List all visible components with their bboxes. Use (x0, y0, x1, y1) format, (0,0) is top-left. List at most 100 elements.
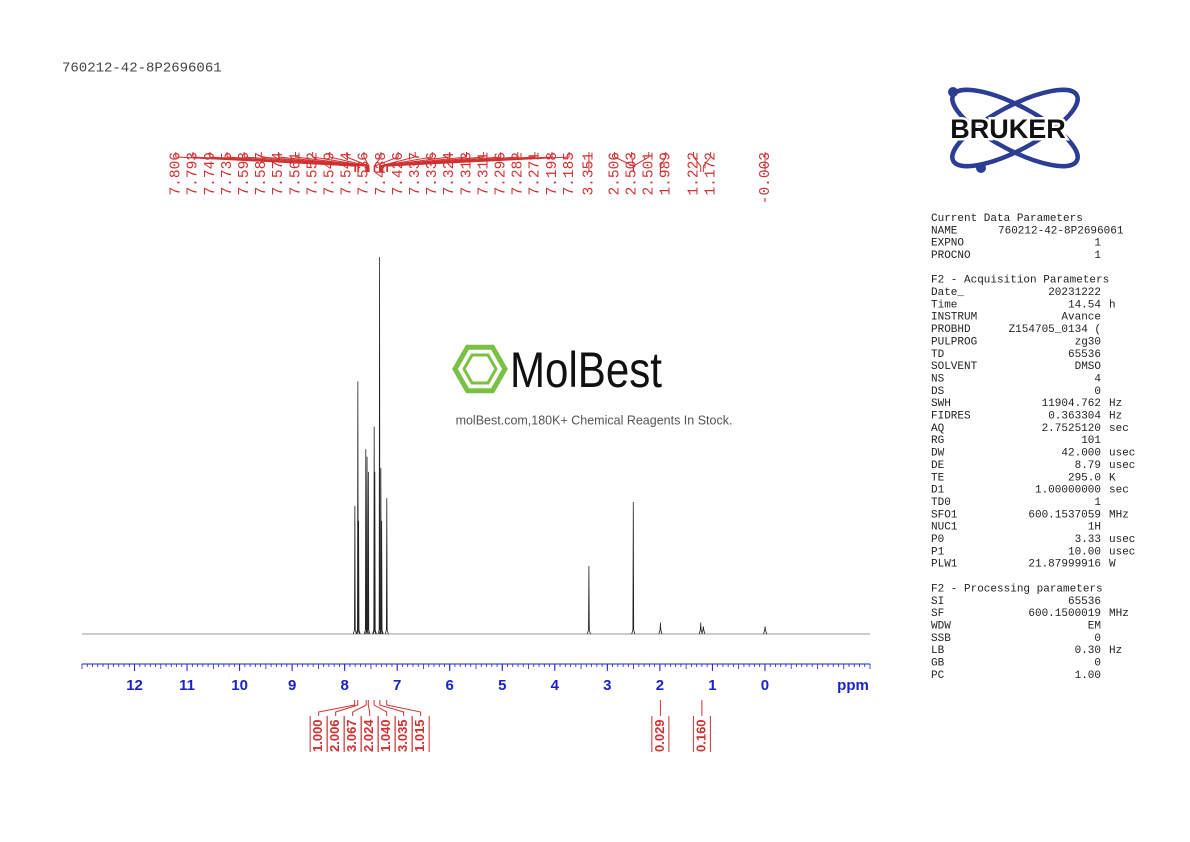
param-unit: usec (1109, 534, 1135, 546)
integral-label: 3.067 (344, 719, 359, 752)
param-unit: Hz (1109, 645, 1122, 657)
integral-label: 0.029 (652, 719, 667, 752)
param-name: NUC1 (931, 522, 958, 534)
spectrum-peak (372, 471, 377, 635)
peak-label: 7.587 (254, 152, 270, 196)
spectrum-peak (355, 381, 360, 635)
param-unit: sec (1109, 423, 1129, 435)
peak-label: 7.544 (340, 152, 356, 196)
x-tick-label: 0 (761, 677, 769, 694)
param-value: 0 (1094, 658, 1101, 670)
param-name: NAME (931, 225, 958, 237)
param-name: FIDRES (931, 411, 971, 423)
param-name: SFO1 (931, 509, 958, 521)
integral-bracket (651, 700, 670, 752)
x-tick-label: 2 (656, 677, 664, 694)
integral-label: 2.024 (361, 719, 376, 752)
x-tick-label: 12 (126, 677, 143, 694)
param-value: 0 (1094, 633, 1101, 645)
x-tick-label: 6 (446, 677, 454, 694)
peak-label: 1.172 (703, 152, 719, 196)
param-unit: sec (1109, 485, 1129, 497)
peak-connector (192, 152, 357, 172)
peak-connector (633, 152, 650, 172)
peak-label: 7.438 (374, 152, 390, 196)
param-value: 295.0 (1068, 472, 1101, 484)
param-name: DS (931, 386, 945, 398)
peak-label: 7.282 (511, 152, 527, 196)
param-value: DMSO (1075, 361, 1102, 373)
param-value: 0 (1094, 386, 1101, 398)
watermark-caption: molBest.com,180K+ Chemical Reagents In S… (456, 413, 733, 427)
param-unit: usec (1109, 546, 1135, 558)
integral-bracket (386, 700, 430, 752)
peak-label: 7.549 (323, 152, 339, 196)
integral-bracket (692, 700, 711, 752)
x-tick-label: 1 (708, 677, 716, 694)
peak-connector (373, 152, 382, 172)
param-value: EM (1088, 620, 1101, 632)
param-value: 101 (1081, 435, 1101, 447)
peak-label: 1.989 (659, 152, 675, 196)
peak-connector (381, 152, 519, 172)
param-name: PROCNO (931, 250, 971, 262)
peak-label: 7.552 (305, 152, 321, 196)
logo-dot (948, 87, 958, 97)
spectrum-peak (378, 468, 383, 635)
param-name: TD (931, 349, 945, 361)
integral-label: 2.006 (327, 719, 342, 752)
peak-connector (363, 152, 370, 172)
param-name: Time (931, 299, 957, 311)
x-tick-label: 8 (340, 677, 348, 694)
param-section-title: Current Data Parameters (931, 213, 1083, 225)
param-name: WDW (931, 620, 951, 632)
param-value: zg30 (1075, 336, 1101, 348)
peak-connector (380, 152, 485, 172)
param-value: 20231222 (1048, 287, 1101, 299)
watermark: MolBest molBest.com,180K+ Chemical Reage… (452, 342, 733, 427)
integral-label: 1.000 (310, 719, 325, 752)
peak-connector (693, 152, 702, 172)
param-unit: MHz (1109, 509, 1129, 521)
peak-label: 7.749 (203, 152, 219, 196)
x-tick-label: 4 (551, 677, 560, 694)
param-unit: MHz (1109, 608, 1129, 620)
peak-connector (702, 152, 712, 172)
peak-label: -0.003 (758, 152, 774, 204)
param-value: 0.30 (1075, 645, 1101, 657)
param-name: Date_ (931, 287, 964, 299)
peak-connector (243, 152, 367, 172)
param-name: GB (931, 658, 945, 670)
peak-connector (374, 152, 399, 172)
param-value: Z154705_0134 ( (1009, 324, 1101, 336)
param-name: SWH (931, 398, 951, 410)
peak-label: 2.503 (624, 152, 640, 196)
spectrum-title: 760212-42-8P2696061 (62, 61, 222, 77)
spectrum-peak (658, 622, 663, 635)
param-value: 14.54 (1068, 299, 1101, 311)
peak-connector (379, 152, 450, 172)
param-name: PULPROG (931, 336, 977, 348)
param-value: 10.00 (1068, 546, 1101, 558)
peak-connector (382, 152, 536, 172)
bruker-logo: BRUKER (948, 87, 1080, 173)
param-value: 2.7525120 (1042, 423, 1101, 435)
peak-label: 7.806 (169, 152, 185, 196)
param-name: TD0 (931, 497, 951, 509)
param-name: NS (931, 373, 945, 385)
param-value: 1H (1088, 522, 1101, 534)
peak-label: 7.271 (528, 152, 544, 196)
integral-label: 1.040 (378, 719, 393, 752)
peak-connector (386, 152, 570, 172)
x-axis-label: ppm (837, 677, 869, 694)
param-value: 65536 (1068, 349, 1101, 361)
peak-label: 7.598 (237, 152, 253, 196)
peak-label: 7.561 (288, 152, 304, 196)
watermark-hexagon-inner (462, 353, 498, 385)
param-unit: usec (1109, 460, 1135, 472)
param-value: 760212-42-8P2696061 (998, 225, 1124, 237)
param-name: SOLVENT (931, 361, 978, 373)
spectrum-peak (352, 505, 357, 635)
peak-label: 2.506 (607, 152, 623, 196)
